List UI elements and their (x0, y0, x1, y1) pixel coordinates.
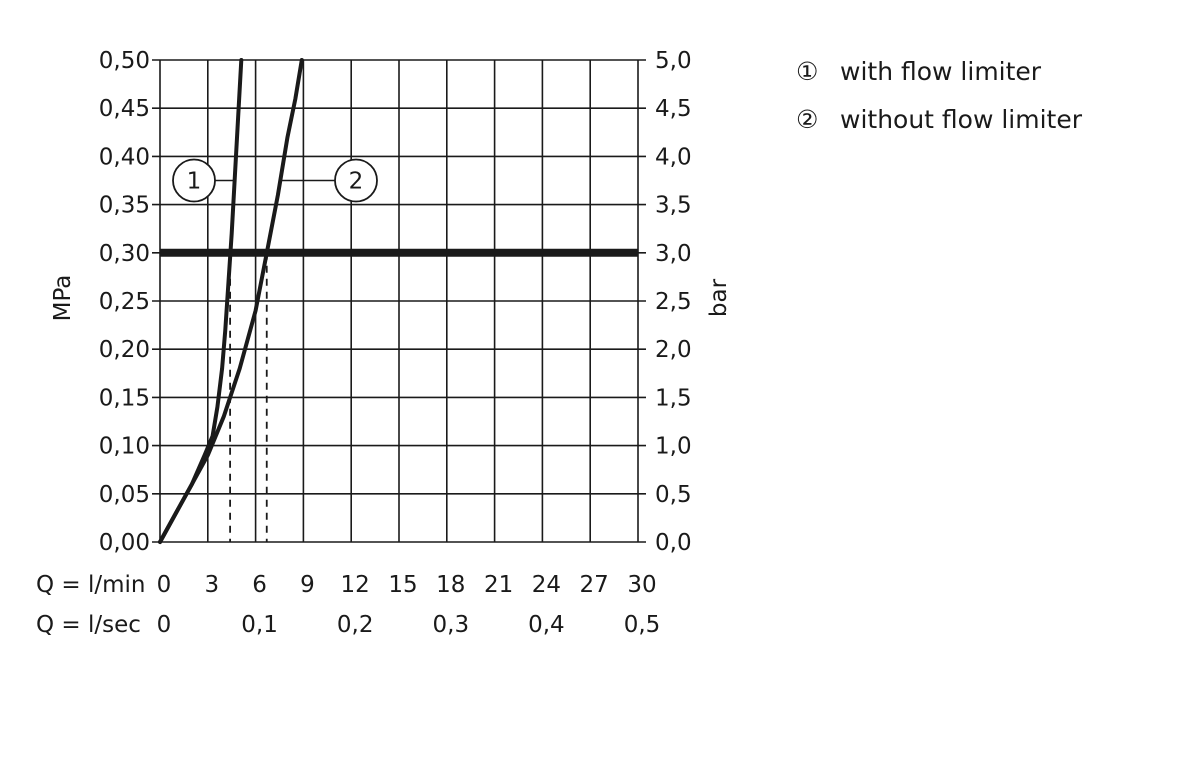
y-tick-label-left: 0,10 (99, 434, 150, 460)
series-curves (158, 58, 304, 544)
x-tick-label-lsec: 0,1 (241, 612, 278, 638)
x-tick-label-lsec: 0,5 (624, 612, 661, 638)
x-axis-lsec-ticks: 0 0,1 0,2 0,3 0,4 0,5 (157, 612, 661, 638)
y-tick-label-left: 0,40 (99, 144, 150, 170)
callout-1-label: 1 (187, 169, 202, 195)
y-tick-label-right: 0,5 (655, 482, 692, 508)
y-tick-label-left: 0,50 (99, 48, 150, 74)
y-tick-label-right: 0,0 (655, 530, 692, 556)
legend: ① with flow limiter ② without flow limit… (796, 57, 1083, 134)
legend-item-1-label: with flow limiter (840, 57, 1042, 86)
y-tick-label-left: 0,30 (99, 241, 150, 267)
x-tick-label-lmin: 18 (436, 572, 465, 598)
y-tick-label-right: 3,5 (655, 193, 692, 219)
x-tick-label-lsec: 0,4 (528, 612, 565, 638)
y-tick-label-right: 4,0 (655, 144, 692, 170)
y-tick-label-left: 0,35 (99, 193, 150, 219)
y-tick-label-right: 2,0 (655, 337, 692, 363)
x-tick-label-lmin: 3 (204, 572, 219, 598)
y-tick-label-right: 1,0 (655, 434, 692, 460)
y-axis-right-ticks: 0,0 0,5 1,0 1,5 2,0 2,5 3,0 3,5 4,0 4,5 5,0 (655, 48, 692, 556)
legend-item-2-label: without flow limiter (840, 105, 1083, 134)
series-line-2 (158, 58, 304, 544)
y-tick-label-left: 0,45 (99, 96, 150, 122)
y-tick-label-right: 1,5 (655, 385, 692, 411)
x-axis-lmin-ticks: 0 3 6 9 12 15 18 21 24 27 30 (157, 572, 657, 598)
x-tick-label-lmin: 21 (484, 572, 513, 598)
y-axis-label-left: MPa (50, 275, 76, 322)
callout-1-circle (172, 158, 216, 203)
x-tick-label-lmin: 15 (388, 572, 417, 598)
x-tick-label-lsec: 0 (157, 612, 172, 638)
y-tick-label-right: 3,0 (655, 241, 692, 267)
x-tick-label-lmin: 24 (532, 572, 561, 598)
x-tick-label-lsec: 0,3 (433, 612, 470, 638)
x-axis-label-lsec: Q = l/sec (36, 612, 141, 638)
x-tick-label-lmin: 0 (157, 572, 172, 598)
callout-2-circle (334, 158, 378, 203)
y-tick-label-left: 0,20 (99, 337, 150, 363)
x-axis-label-lmin: Q = l/min (36, 572, 146, 598)
y-axis-left-ticks: 0,00 0,05 0,10 0,15 0,20 0,25 0,30 0,35 0,40 0,45… (99, 48, 150, 556)
legend-item-1-marker: ① (796, 57, 818, 86)
y-tick-label-right: 5,0 (655, 48, 692, 74)
x-tick-label-lmin: 9 (300, 572, 315, 598)
x-tick-label-lmin: 30 (627, 572, 656, 598)
x-tick-label-lmin: 27 (580, 572, 609, 598)
y-tick-label-right: 2,5 (655, 289, 692, 315)
x-tick-label-lmin: 12 (341, 572, 370, 598)
y-tick-label-right: 4,5 (655, 96, 692, 122)
x-tick-label-lmin: 6 (252, 572, 267, 598)
y-tick-label-left: 0,05 (99, 482, 150, 508)
y-tick-label-left: 0,25 (99, 289, 150, 315)
callout-2-label: 2 (349, 169, 364, 195)
y-axis-label-right: bar (706, 278, 732, 317)
legend-item-2-marker: ② (796, 105, 818, 134)
x-tick-label-lsec: 0,2 (337, 612, 374, 638)
y-tick-label-left: 0,15 (99, 385, 150, 411)
y-tick-label-left: 0,00 (99, 530, 150, 556)
